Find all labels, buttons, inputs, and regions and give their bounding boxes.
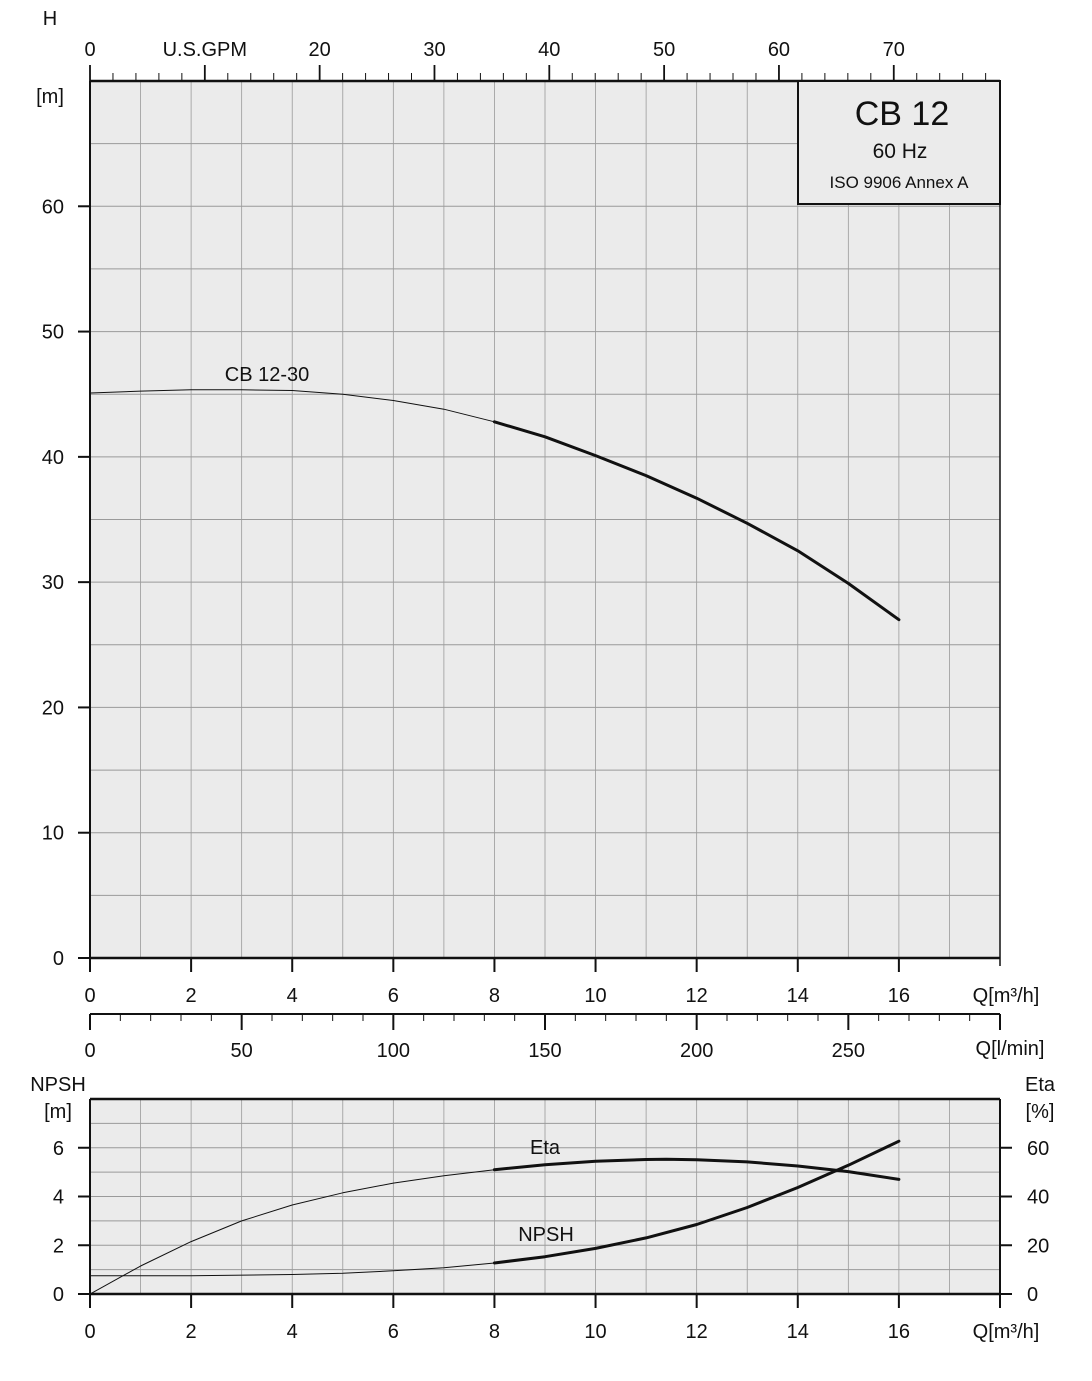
lmin-axis-label: Q[l/min] (976, 1038, 1045, 1060)
gpm-tick-label: 0 (84, 39, 95, 61)
x-tick-label: 14 (787, 985, 809, 1007)
y2-axis-label: Eta (1025, 1074, 1056, 1096)
lmin-tick-label: 200 (680, 1040, 713, 1062)
y-tick-label: 0 (53, 948, 64, 970)
series-label-cb-12-30: CB 12-30 (225, 364, 310, 386)
y-tick-label: 40 (42, 447, 64, 469)
gpm-tick-label: 60 (768, 39, 790, 61)
lmin-tick-label: 150 (528, 1040, 561, 1062)
head-chart: 0 10 20 30 40 50 60 H [m] 0 2 4 6 8 10 12 14 16 Q[m³/h] 0 20… (36, 8, 1044, 1062)
y-axis-label: H (43, 8, 57, 30)
y2-axis-unit: [%] (1026, 1101, 1055, 1123)
x-axis-label: Q[m³/h] (973, 1321, 1040, 1343)
gpm-axis-label: U.S.GPM (163, 39, 247, 61)
chart-title: CB 12 (855, 95, 950, 133)
y-tick-label: 2 (53, 1235, 64, 1257)
series-label-eta: Eta (530, 1137, 561, 1159)
gpm-tick-label: 40 (538, 39, 560, 61)
title-box-frame (797, 80, 1001, 205)
lmin-tick-label: 0 (84, 1040, 95, 1062)
y-tick-label: 50 (42, 322, 64, 344)
x-tick-label: 14 (787, 1321, 809, 1343)
eta-curve-line-thin (89, 1169, 495, 1295)
y-tick-label: 20 (42, 697, 64, 719)
y-tick-label: 10 (42, 823, 64, 845)
y-tick-label: 60 (42, 196, 64, 218)
x-tick-label: 12 (686, 1321, 708, 1343)
y-tick-label: 30 (42, 572, 64, 594)
eta-curve-line-bold (492, 1157, 901, 1181)
x-tick-label: 4 (287, 985, 298, 1007)
x-tick-label: 8 (489, 1321, 500, 1343)
x-tick-label: 6 (388, 1321, 399, 1343)
x-tick-label: 2 (186, 985, 197, 1007)
y2-tick-label: 20 (1027, 1235, 1049, 1257)
x-tick-label: 12 (686, 985, 708, 1007)
lmin-tick-label: 50 (231, 1040, 253, 1062)
x-tick-label: 16 (888, 985, 910, 1007)
legend-box: CB 12 60 Hz ISO 9906 Annex A (797, 80, 1001, 205)
series-label-npsh: NPSH (518, 1224, 574, 1246)
chart-note: ISO 9906 Annex A (830, 173, 970, 192)
x-tick-label: 0 (84, 1321, 95, 1343)
chart-subtitle: 60 Hz (873, 140, 928, 163)
x-tick-label: 6 (388, 985, 399, 1007)
gpm-tick-label: 50 (653, 39, 675, 61)
x-tick-label: 10 (584, 985, 606, 1007)
x-tick-label: 10 (584, 1321, 606, 1343)
x-axis-label: Q[m³/h] (973, 985, 1040, 1007)
y2-tick-label: 0 (1027, 1284, 1038, 1306)
y-axis-unit: [m] (36, 86, 64, 108)
head-curve-line-thin (89, 389, 495, 423)
gpm-tick-label: 30 (423, 39, 445, 61)
x-tick-label: 4 (287, 1321, 298, 1343)
y-tick-label: 4 (53, 1187, 64, 1209)
gpm-tick-label: 70 (883, 39, 905, 61)
x-tick-label: 16 (888, 1321, 910, 1343)
npsh-curve-line-thin (90, 1262, 495, 1277)
x-tick-label: 0 (84, 985, 95, 1007)
y-axis-label: NPSH (30, 1074, 86, 1096)
npsh-curve-line-bold (492, 1139, 901, 1265)
y2-tick-label: 60 (1027, 1138, 1049, 1160)
lmin-tick-label: 100 (377, 1040, 410, 1062)
x-tick-label: 2 (186, 1321, 197, 1343)
lmin-tick-label: 250 (832, 1040, 865, 1062)
y2-tick-label: 40 (1027, 1187, 1049, 1209)
y-axis-unit: [m] (44, 1101, 72, 1123)
y-tick-label: 6 (53, 1138, 64, 1160)
y-tick-label: 0 (53, 1284, 64, 1306)
gpm-tick-label: 20 (309, 39, 331, 61)
x-tick-label: 8 (489, 985, 500, 1007)
head-curve-line-bold (492, 420, 901, 622)
